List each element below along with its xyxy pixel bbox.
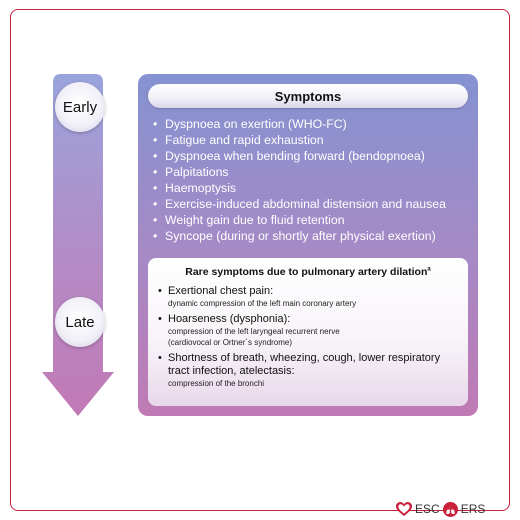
symptoms-title: Symptoms bbox=[148, 84, 468, 108]
esc-text: ESC bbox=[415, 502, 440, 516]
symptom-item: Haemoptysis bbox=[153, 180, 473, 196]
rare-symptom-item: Shortness of breath, wheezing, cough, lo… bbox=[158, 352, 463, 389]
rare-symptom-name: Exertional chest pain: bbox=[168, 285, 274, 297]
symptom-item: Syncope (during or shortly after physica… bbox=[153, 228, 473, 244]
heart-icon bbox=[396, 501, 412, 516]
symptom-item: Dyspnoea when bending forward (bendopnoe… bbox=[153, 148, 473, 164]
rare-symptom-name: Shortness of breath, wheezing, cough, lo… bbox=[168, 352, 441, 377]
ers-text: ERS bbox=[460, 502, 486, 516]
rare-symptoms-box: Rare symptoms due to pulmonary artery di… bbox=[148, 258, 468, 406]
late-label: Late bbox=[55, 297, 105, 347]
symptoms-panel: Symptoms Dyspnoea on exertion (WHO-FC) F… bbox=[138, 74, 478, 416]
symptom-list: Dyspnoea on exertion (WHO-FC) Fatigue an… bbox=[153, 116, 473, 244]
early-label: Early bbox=[55, 82, 105, 132]
symptom-item: Fatigue and rapid exhaustion bbox=[153, 132, 473, 148]
rare-symptoms-title: Rare symptoms due to pulmonary artery di… bbox=[148, 266, 468, 278]
rare-symptom-item: Hoarseness (dysphonia): compression of t… bbox=[158, 313, 463, 348]
symptom-item: Dyspnoea on exertion (WHO-FC) bbox=[153, 116, 473, 132]
lungs-icon bbox=[442, 501, 458, 517]
symptom-item: Exercise-induced abdominal distension an… bbox=[153, 196, 473, 212]
footnote-marker: a bbox=[427, 266, 431, 273]
rare-symptom-cause: compression of the bronchi bbox=[168, 379, 265, 388]
rare-symptom-name: Hoarseness (dysphonia): bbox=[168, 313, 291, 325]
rare-symptom-cause: compression of the left laryngeal recurr… bbox=[168, 327, 340, 336]
rare-symptom-cause: (cardiovocal or Ortner´s syndrome) bbox=[168, 338, 293, 347]
rare-symptom-cause: dynamic compression of the left main cor… bbox=[168, 299, 357, 308]
rare-symptom-list: Exertional chest pain: dynamic compressi… bbox=[158, 285, 463, 393]
rare-symptom-item: Exertional chest pain: dynamic compressi… bbox=[158, 285, 463, 309]
rare-title-text: Rare symptoms due to pulmonary artery di… bbox=[185, 266, 428, 278]
symptom-item: Weight gain due to fluid retention bbox=[153, 212, 473, 228]
symptom-item: Palpitations bbox=[153, 164, 473, 180]
esc-ers-logo: ESC ERS bbox=[396, 499, 488, 519]
